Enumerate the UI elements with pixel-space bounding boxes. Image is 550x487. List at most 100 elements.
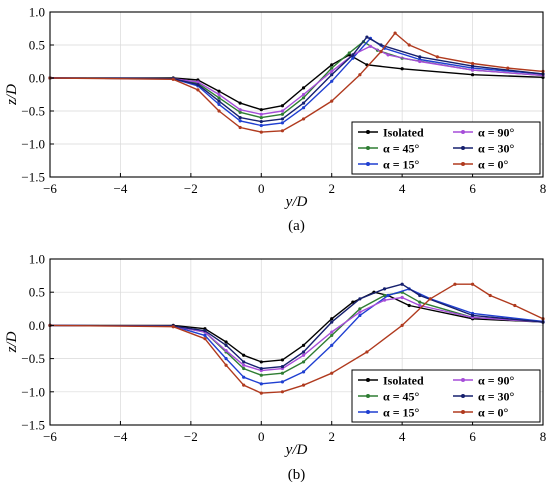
- x-tick-label: 0: [258, 181, 265, 196]
- data-point: [301, 92, 306, 97]
- data-point: [224, 349, 228, 353]
- data-point: [330, 99, 334, 103]
- data-point: [386, 53, 390, 57]
- x-tick-label: 4: [399, 429, 406, 444]
- data-point: [280, 390, 285, 394]
- data-point: [301, 96, 306, 100]
- data-point: [358, 307, 362, 311]
- data-point: [217, 89, 221, 93]
- data-point: [259, 123, 263, 128]
- data-point: [171, 325, 175, 329]
- legend-label: α = 45°: [383, 390, 420, 404]
- data-point: [217, 96, 221, 100]
- data-point: [224, 357, 228, 361]
- data-point: [330, 371, 334, 375]
- data-point: [418, 59, 422, 64]
- data-point: [238, 125, 242, 130]
- y-tick-label: −1.0: [21, 137, 45, 152]
- data-point: [382, 287, 387, 291]
- data-point: [470, 68, 475, 72]
- data-point: [365, 35, 369, 39]
- data-point: [488, 293, 492, 298]
- y-tick-label: −1.5: [21, 418, 45, 433]
- x-tick-label: −2: [184, 181, 198, 196]
- y-axis-label: z/D: [4, 331, 20, 353]
- data-point: [330, 333, 334, 337]
- data-point: [259, 108, 263, 112]
- legend-swatch-marker: [461, 162, 465, 166]
- series-line-1: [50, 54, 544, 111]
- data-point: [379, 50, 383, 54]
- legend-swatch-marker: [461, 410, 465, 414]
- data-point: [393, 31, 397, 35]
- legend-label: α = 45°: [383, 142, 420, 156]
- x-tick-label: −4: [114, 429, 128, 444]
- legend-label: α = 15°: [383, 158, 420, 172]
- legend-label: α = 0°: [478, 158, 509, 172]
- data-point: [330, 320, 334, 324]
- x-tick-label: 6: [469, 181, 476, 196]
- x-tick-label: 6: [469, 429, 476, 444]
- data-point: [301, 360, 306, 364]
- data-point: [242, 375, 246, 379]
- data-point: [407, 303, 411, 308]
- data-point: [358, 313, 362, 318]
- data-point: [238, 108, 242, 112]
- legend-label: α = 90°: [478, 126, 515, 140]
- legend-swatch-marker: [366, 162, 370, 166]
- data-point: [242, 360, 246, 364]
- data-point: [196, 80, 200, 84]
- data-point: [301, 383, 306, 387]
- legend-swatch-marker: [366, 410, 370, 414]
- data-point: [238, 101, 242, 105]
- data-point: [330, 343, 334, 347]
- data-point: [171, 77, 175, 81]
- data-point: [203, 333, 207, 337]
- data-point: [217, 99, 221, 103]
- legend-swatch-marker: [366, 146, 370, 150]
- data-point: [242, 383, 246, 387]
- data-point: [203, 329, 207, 333]
- data-point: [435, 55, 439, 59]
- y-tick-label: −1.5: [21, 170, 45, 185]
- data-point: [280, 129, 285, 133]
- y-tick-label: −0.5: [21, 104, 45, 119]
- series-line-1: [50, 291, 544, 363]
- data-point: [330, 66, 334, 70]
- data-point: [259, 360, 263, 364]
- data-point: [259, 391, 263, 395]
- data-point: [358, 73, 362, 77]
- data-point: [368, 44, 373, 48]
- series-line-3: [49, 37, 544, 127]
- data-point: [280, 380, 285, 384]
- data-point: [259, 373, 263, 377]
- data-point: [301, 343, 306, 347]
- data-point: [242, 363, 246, 367]
- plot-frame: [49, 11, 544, 178]
- data-point: [418, 303, 422, 308]
- data-point: [513, 303, 517, 308]
- y-tick-label: 1.0: [29, 252, 45, 267]
- data-point: [280, 364, 285, 369]
- series-line-2: [49, 41, 544, 119]
- data-point: [330, 73, 334, 77]
- data-point: [428, 297, 432, 301]
- data-point: [347, 51, 351, 55]
- data-point: [259, 382, 263, 386]
- y-tick-label: 0.0: [29, 71, 45, 86]
- x-tick-label: 4: [399, 181, 406, 196]
- x-axis-label: y/D: [284, 442, 308, 458]
- data-point: [242, 366, 246, 371]
- panel-caption: (a): [288, 218, 305, 234]
- legend-label: Isolated: [383, 126, 424, 140]
- data-point: [280, 358, 285, 362]
- data-point: [470, 313, 475, 318]
- data-point: [330, 330, 334, 334]
- data-point: [301, 350, 306, 354]
- legend-label: α = 30°: [478, 142, 515, 156]
- data-point: [400, 282, 404, 286]
- data-point: [217, 102, 221, 106]
- data-point: [470, 61, 475, 66]
- legend-swatch-marker: [366, 130, 370, 134]
